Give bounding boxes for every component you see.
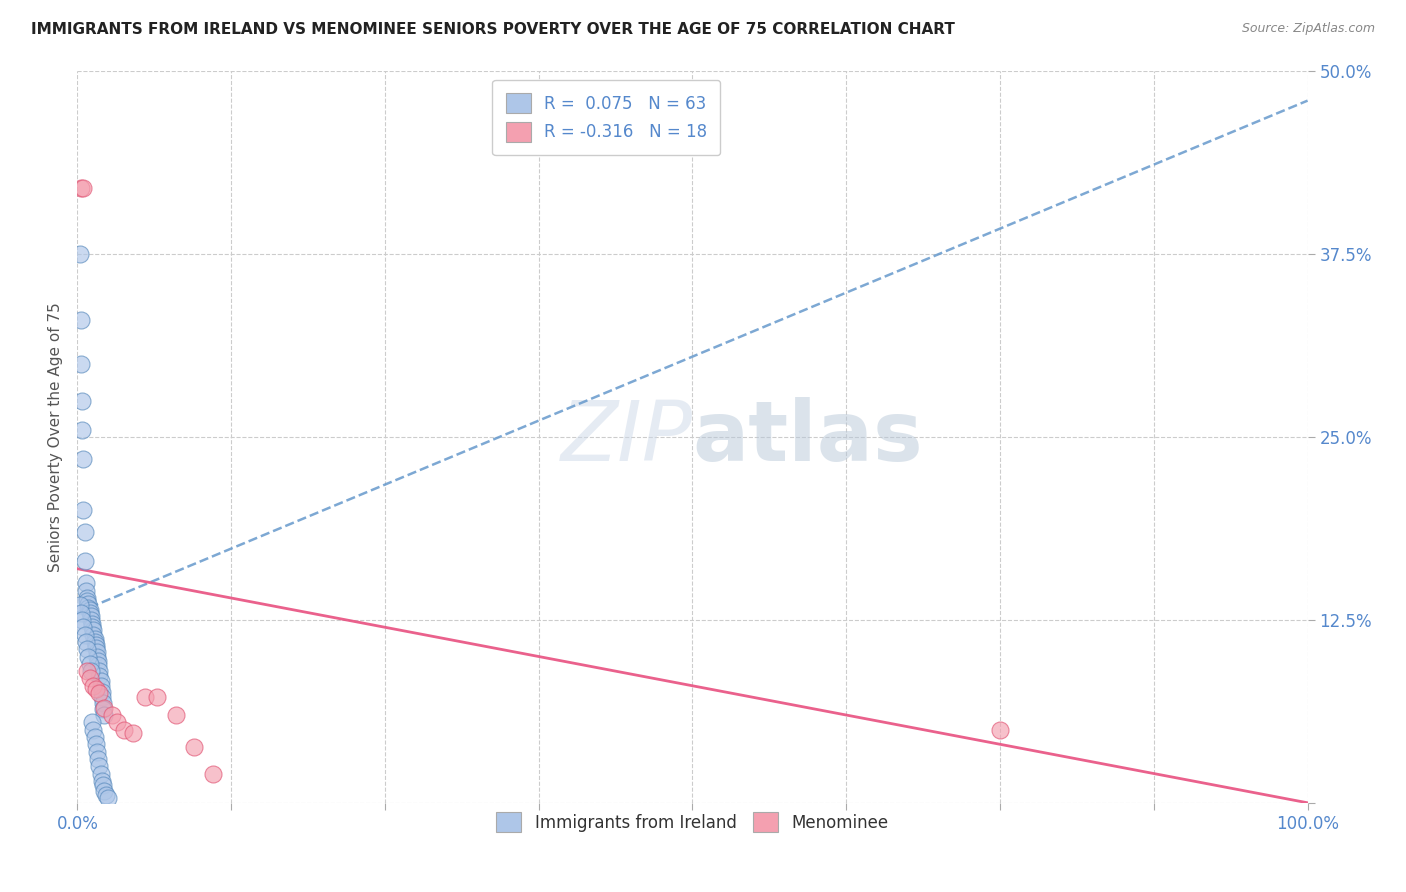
- Point: [90, 679, 112, 693]
- Point: [89, 668, 111, 682]
- Point: [79, 606, 101, 620]
- Point: [72, 452, 94, 467]
- Point: [79, 603, 101, 617]
- Point: [73, 554, 96, 568]
- Point: [90, 690, 114, 705]
- Point: [89, 686, 111, 700]
- Point: [93, 708, 115, 723]
- Point: [75, 576, 97, 591]
- Point: [76, 664, 98, 678]
- Point: [91, 778, 114, 792]
- Point: [87, 752, 110, 766]
- Point: [89, 759, 111, 773]
- Point: [70, 393, 93, 408]
- Point: [76, 642, 98, 657]
- Point: [80, 664, 103, 678]
- Point: [70, 613, 93, 627]
- Point: [82, 617, 104, 632]
- Point: [77, 601, 100, 615]
- Point: [93, 784, 115, 798]
- Point: [70, 313, 93, 327]
- Point: [86, 645, 108, 659]
- Point: [79, 657, 101, 671]
- Point: [70, 606, 93, 620]
- Point: [183, 740, 205, 755]
- Point: [146, 690, 169, 705]
- Point: [80, 608, 103, 623]
- Point: [91, 702, 114, 716]
- Point: [90, 674, 112, 689]
- Point: [90, 766, 112, 780]
- Point: [94, 789, 117, 803]
- Point: [72, 503, 94, 517]
- Point: [91, 696, 114, 710]
- Point: [93, 700, 115, 714]
- Point: [80, 613, 103, 627]
- Point: [69, 247, 91, 261]
- Point: [73, 627, 96, 641]
- Point: [87, 658, 110, 673]
- Point: [87, 654, 110, 668]
- Text: ZIP: ZIP: [561, 397, 693, 477]
- Point: [82, 627, 104, 641]
- Point: [83, 632, 105, 646]
- Point: [89, 664, 111, 678]
- Point: [84, 681, 107, 696]
- Point: [82, 620, 104, 634]
- Point: [105, 715, 128, 730]
- Point: [165, 708, 187, 723]
- Point: [134, 690, 156, 705]
- Point: [121, 725, 143, 739]
- Point: [70, 181, 93, 195]
- Point: [988, 723, 1011, 737]
- Point: [86, 745, 108, 759]
- Point: [90, 684, 114, 698]
- Point: [72, 181, 94, 195]
- Legend: Immigrants from Ireland, Menominee: Immigrants from Ireland, Menominee: [482, 798, 903, 846]
- Point: [84, 640, 107, 655]
- Point: [70, 357, 93, 371]
- Point: [84, 638, 107, 652]
- Point: [76, 594, 98, 608]
- Point: [77, 597, 100, 611]
- Point: [73, 525, 96, 540]
- Point: [69, 599, 91, 613]
- Point: [82, 723, 104, 737]
- Point: [75, 635, 97, 649]
- Point: [83, 730, 105, 744]
- Point: [201, 766, 224, 780]
- Point: [82, 623, 104, 637]
- Text: Source: ZipAtlas.com: Source: ZipAtlas.com: [1241, 22, 1375, 36]
- Point: [76, 591, 98, 605]
- Point: [70, 423, 93, 437]
- Point: [90, 773, 114, 788]
- Point: [75, 583, 97, 598]
- Point: [101, 708, 124, 723]
- Text: IMMIGRANTS FROM IRELAND VS MENOMINEE SENIORS POVERTY OVER THE AGE OF 75 CORRELAT: IMMIGRANTS FROM IRELAND VS MENOMINEE SEN…: [31, 22, 955, 37]
- Point: [82, 679, 104, 693]
- Point: [86, 649, 108, 664]
- Y-axis label: Seniors Poverty Over the Age of 75: Seniors Poverty Over the Age of 75: [48, 302, 63, 572]
- Point: [79, 672, 101, 686]
- Text: atlas: atlas: [693, 397, 924, 477]
- Point: [72, 620, 94, 634]
- Point: [97, 791, 120, 805]
- Point: [84, 737, 107, 751]
- Point: [83, 635, 105, 649]
- Point: [82, 715, 104, 730]
- Point: [77, 649, 100, 664]
- Point: [112, 723, 135, 737]
